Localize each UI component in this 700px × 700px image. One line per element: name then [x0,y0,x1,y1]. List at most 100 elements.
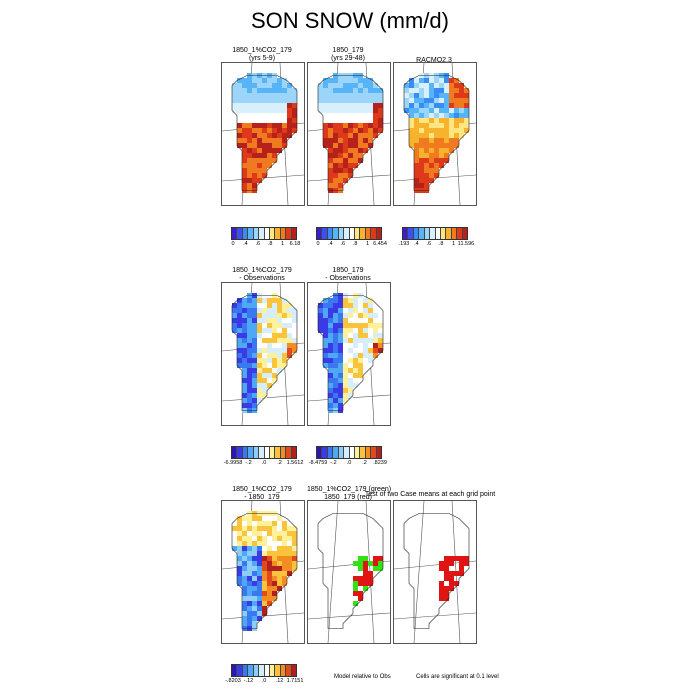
grid-cell [242,541,247,546]
grid-cell [242,338,247,343]
grid-cell [262,338,267,343]
grid-cell [272,348,277,353]
grid-cell [242,601,247,606]
grid-cell [358,303,363,308]
grid-cell [429,173,434,178]
grid-cell [292,551,297,556]
grid-cell [318,318,323,323]
grid-cell [242,571,247,576]
grid-cell [328,128,333,133]
grid-cell [358,348,363,353]
grid-cell [272,158,277,163]
grid-cell [247,403,252,408]
grid-cell [262,98,267,103]
grid-cell [368,581,373,586]
grid-cell [237,338,242,343]
colorbar-tick-label: .12 [275,678,284,684]
grid-cell [287,113,292,118]
grid-cell [267,353,272,358]
grid-cell [247,343,252,348]
grid-cell [358,123,363,128]
grid-cell [247,338,252,343]
grid-cell [348,123,353,128]
grid-cell [439,123,444,128]
grid-cell [237,516,242,521]
grid-cell [338,333,343,338]
grid-cell [373,556,378,561]
grid-cell [353,98,358,103]
grid-cell [287,561,292,566]
grid-cell [257,373,262,378]
grid-cell [363,576,368,581]
grid-cell [287,318,292,323]
colorbar-swatch [242,447,249,458]
grid-cell [247,123,252,128]
grid-cell [419,173,424,178]
grid-cell [333,118,338,123]
grid-cell [378,128,383,133]
grid-cell [353,363,358,368]
grid-cell [272,83,277,88]
grid-cell [444,113,449,118]
grid-cell [277,88,282,93]
grid-cell [459,88,464,93]
grid-cell [232,93,237,98]
colorbar-swatch [242,665,249,676]
grid-cell [252,323,257,328]
grid-cell [257,368,262,373]
grid-cell [247,368,252,373]
grid-cell [338,368,343,373]
grid-cell [449,103,454,108]
grid-cell [282,133,287,138]
grid-cell [368,123,373,128]
grid-cell [242,168,247,173]
grid-cell [237,576,242,581]
grid-cell [247,98,252,103]
grid-cell [373,103,378,108]
grid-cell [414,133,419,138]
grid-cell [333,123,338,128]
grid-cell [414,158,419,163]
grid-cell [247,138,252,143]
grid-cell [282,566,287,571]
grid-cell [237,133,242,138]
colorbar-swatch [333,447,339,458]
grid-cell [262,103,267,108]
grid-cell [424,118,429,123]
grid-cell [252,303,257,308]
grid-cell [378,313,383,318]
grid-cell [429,118,434,123]
grid-cell [323,363,328,368]
grid-cell [454,581,459,586]
grid-cell [439,108,444,113]
grid-cell [257,328,262,333]
grid-cell [343,143,348,148]
grid-cell [247,516,252,521]
grid-cell [232,308,237,313]
grid-cell [454,78,459,83]
grid-cell [267,383,272,388]
grid-cell [404,98,409,103]
grid-cell [338,328,343,333]
grid-cell [373,133,378,138]
grid-cell [419,83,424,88]
grid-cell [348,373,353,378]
grid-cell [454,108,459,113]
grid-cell [252,363,257,368]
grid-cell [257,516,262,521]
grid-cell [267,103,272,108]
grid-cell [333,88,338,93]
colorbar-tick-label: .8 [352,241,358,247]
grid-cell [424,173,429,178]
grid-cell [368,103,373,108]
grid-cell [333,173,338,178]
grid-cell [252,393,257,398]
grid-cell [257,148,262,153]
grid-cell [252,103,257,108]
grid-cell [292,308,297,313]
grid-cell [368,308,373,313]
grid-cell [368,108,373,113]
colorbar-tick-label: 11.596 [457,241,475,247]
grid-cell [338,318,343,323]
grid-cell [363,333,368,338]
